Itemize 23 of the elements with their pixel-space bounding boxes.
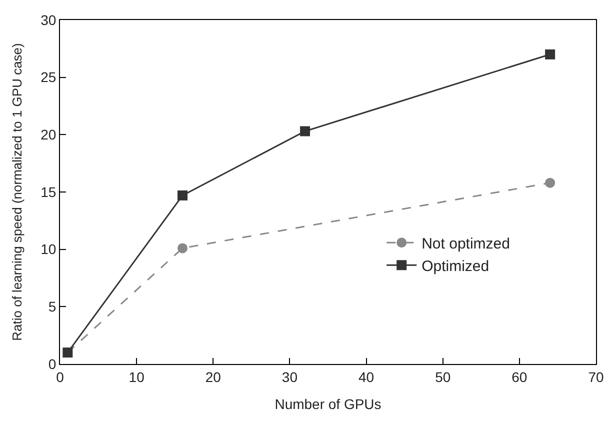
y-tick-label: 0 [48,356,56,372]
point [178,243,188,254]
x-axis-title: Number of GPUs [274,396,382,412]
y-tick-label: 15 [40,184,56,200]
point [300,126,310,136]
point [178,190,188,200]
x-tick-label: 60 [512,368,528,385]
y-tick-label: 25 [40,69,56,86]
x-tick-label: 40 [358,368,374,385]
point [545,178,556,188]
y-tick-label: 5 [48,298,56,315]
y-tick-label: 30 [40,12,56,28]
x-tick-label: 10 [128,368,145,385]
x-tick-label: 30 [282,368,298,385]
y-tick-label: 10 [40,241,56,258]
x-tick-label: 20 [205,368,222,385]
legend-label: Not optimzed [422,236,510,252]
legend-label: Optimized [422,258,490,275]
x-tick-label: 70 [588,368,604,385]
y-tick-label: 20 [40,126,56,143]
point [545,49,556,60]
x-tick-label: 50 [435,368,451,385]
y-axis-title: Ratio of learning speed (normalized to 1 GPU case) [10,43,25,341]
